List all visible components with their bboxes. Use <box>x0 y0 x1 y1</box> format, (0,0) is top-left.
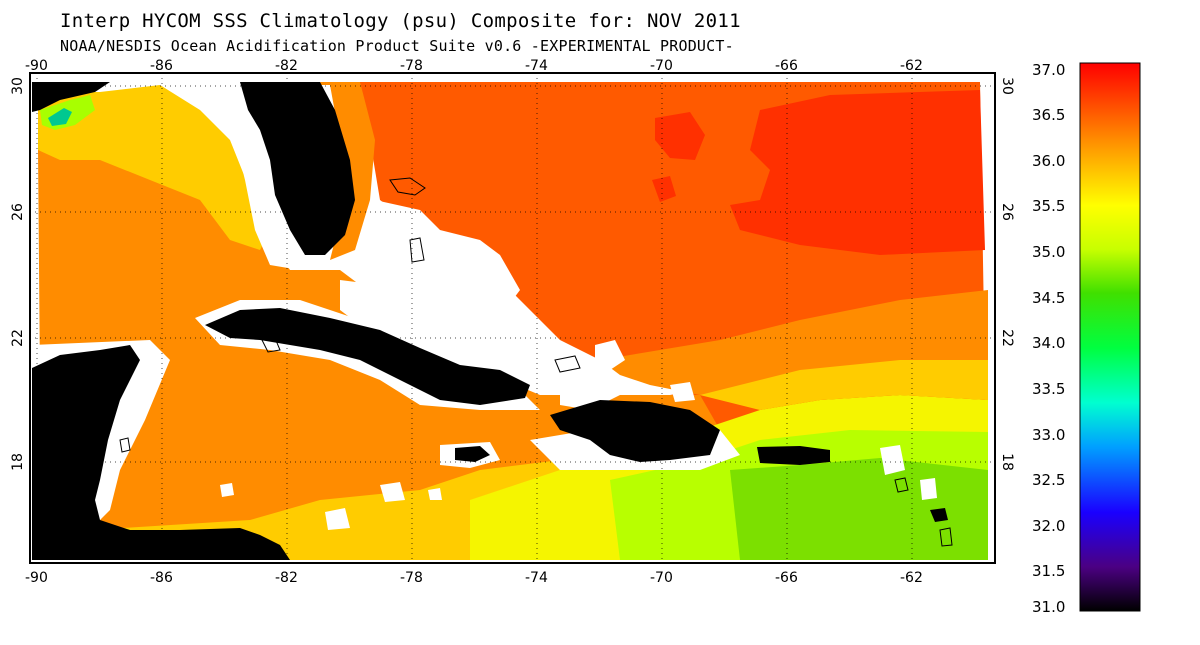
central-america-land <box>32 345 290 560</box>
missing-patch <box>920 478 937 500</box>
map-title: Interp HYCOM SSS Climatology (psu) Compo… <box>60 10 741 32</box>
antilles-island-outline <box>939 527 953 547</box>
bahamas-island-outline <box>389 177 426 196</box>
lat-tick-label: 30 <box>999 77 1015 95</box>
colorbar-label: 32.0 <box>1032 517 1065 535</box>
lon-axis-bottom: -90 -86 -82 -78 -74 -70 -66 -62 <box>25 570 923 586</box>
colorbar-label: 33.5 <box>1032 380 1065 398</box>
lon-tick-label: -86 <box>150 58 173 74</box>
lat-tick-label: 26 <box>10 203 26 221</box>
jamaica-land <box>455 446 490 462</box>
lat-tick-label: 18 <box>999 453 1015 471</box>
missing-patch <box>220 483 234 497</box>
gulf-north-shelf-field <box>38 85 265 250</box>
colorbar-labels: 37.0 36.5 36.0 35.5 35.0 34.5 34.0 33.5 … <box>1032 61 1065 616</box>
colorbar-label: 34.0 <box>1032 334 1065 352</box>
colorbar-label: 36.5 <box>1032 106 1065 124</box>
lon-tick-label: -62 <box>900 58 923 74</box>
sargasso-maximum-field <box>730 90 985 255</box>
bahamas-island-outline <box>409 237 425 263</box>
lesser-antilles-land <box>930 508 948 522</box>
mississippi-plume-field <box>48 108 72 126</box>
puerto-rico-land <box>757 446 830 465</box>
lat-axis-right: 30 26 22 18 <box>999 77 1015 471</box>
lon-tick-label: -66 <box>775 570 798 586</box>
lat-tick-label: 22 <box>10 329 26 347</box>
colorbar-label: 35.5 <box>1032 197 1065 215</box>
lat-tick-label: 18 <box>10 453 26 471</box>
lon-tick-label: -78 <box>400 570 423 586</box>
lon-tick-label: -90 <box>25 570 48 586</box>
antilles-island-outline <box>894 477 909 493</box>
missing-patch <box>595 340 625 370</box>
lon-tick-label: -74 <box>525 570 548 586</box>
lat-tick-label: 22 <box>999 329 1015 347</box>
missing-bahamas-banks <box>370 200 520 330</box>
colorbar-gradient <box>1079 62 1141 612</box>
map-frame <box>29 72 996 564</box>
florida-land <box>240 82 355 255</box>
lon-tick-label: -70 <box>650 58 673 74</box>
colorbar-label: 34.5 <box>1032 289 1065 307</box>
isle-of-youth-outline <box>261 337 281 353</box>
colorbar-label: 35.0 <box>1032 243 1065 261</box>
missing-patch <box>428 488 442 500</box>
missing-patch <box>880 445 905 475</box>
missing-patch <box>380 482 405 502</box>
colorbar-label: 37.0 <box>1032 61 1065 79</box>
belize-cays-outline <box>119 437 131 453</box>
lon-tick-label: -86 <box>150 570 173 586</box>
missing-patch <box>325 508 350 530</box>
lon-tick-label: -62 <box>900 570 923 586</box>
lon-tick-label: -78 <box>400 58 423 74</box>
us-gulf-coast-land <box>32 82 110 112</box>
transition-yellow-band <box>700 360 988 410</box>
island-outlines <box>119 177 953 547</box>
lon-tick-label: -82 <box>275 570 298 586</box>
lat-tick-label: 30 <box>10 77 26 95</box>
lesser-antilles-field <box>730 458 988 560</box>
hispaniola-land <box>550 400 720 462</box>
lon-tick-label: -90 <box>25 58 48 74</box>
graticule <box>30 73 995 563</box>
lon-tick-label: -74 <box>525 58 548 74</box>
colorbar-label: 33.0 <box>1032 426 1065 444</box>
map-subtitle: NOAA/NESDIS Ocean Acidification Product … <box>60 37 734 55</box>
lon-axis-top: -90 -86 -82 -78 -74 -70 -66 -62 <box>25 58 923 74</box>
lat-tick-label: 26 <box>999 203 1015 221</box>
missing-patch <box>670 382 695 402</box>
lon-tick-label: -66 <box>775 58 798 74</box>
colorbar-label: 32.5 <box>1032 471 1065 489</box>
colorbar-label: 36.0 <box>1032 152 1065 170</box>
colorbar-label: 31.0 <box>1032 598 1065 616</box>
lon-tick-label: -70 <box>650 570 673 586</box>
turks-island-outline <box>554 355 581 373</box>
lon-tick-label: -82 <box>275 58 298 74</box>
colorbar: 37.0 36.5 36.0 35.5 35.0 34.5 34.0 33.5 … <box>1032 61 1141 616</box>
landmass-layer <box>32 82 948 560</box>
missing-cuba-north <box>340 280 500 380</box>
lat-axis-left: 30 26 22 18 <box>10 77 26 471</box>
sargasso-patch-1 <box>655 112 705 160</box>
cuba-land <box>205 308 530 405</box>
colorbar-label: 31.5 <box>1032 562 1065 580</box>
sargasso-patch-2 <box>652 176 676 202</box>
